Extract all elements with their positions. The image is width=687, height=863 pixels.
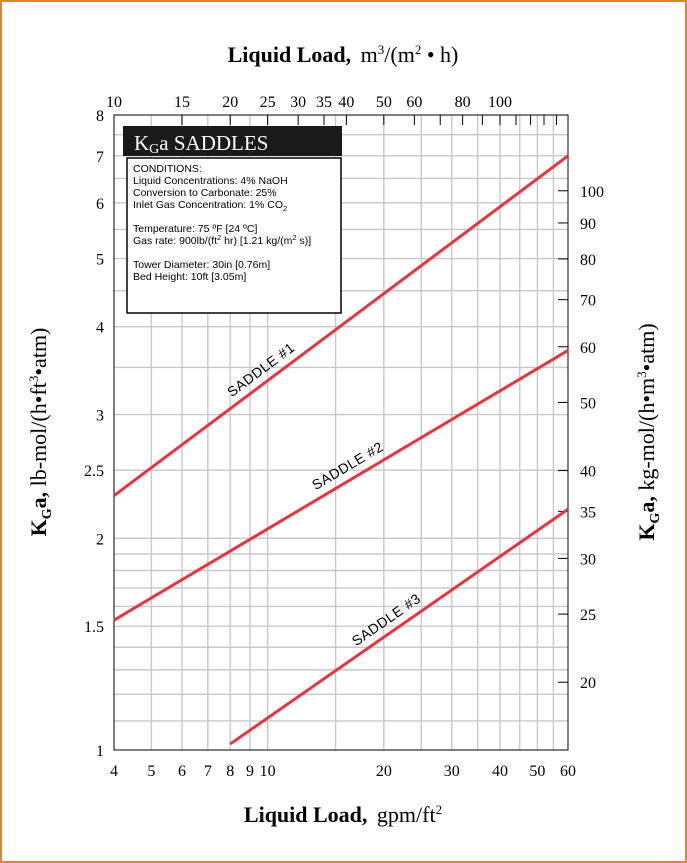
left-tick-label: 8 — [96, 108, 104, 125]
top-tick-label: 60 — [406, 94, 422, 111]
left-tick-label: 5 — [96, 252, 104, 269]
right-tick-marks — [558, 190, 568, 683]
conditions-heading: CONDITIONS: — [133, 163, 202, 175]
bottom-tick-label: 30 — [444, 763, 460, 780]
left-tick-label: 1 — [96, 743, 104, 760]
top-tick-label: 25 — [260, 94, 276, 111]
conditions-temperature: Temperature: 75 ºF [24 ºC] — [133, 223, 257, 235]
right-tick-label: 70 — [580, 293, 596, 310]
bottom-tick-label: 7 — [204, 763, 212, 780]
right-axis-title: KGa, kg-mol/(h•m3•atm) — [634, 323, 663, 540]
right-tick-label: 90 — [580, 216, 596, 233]
top-tick-label: 50 — [376, 94, 392, 111]
series-line-saddle-2 — [113, 349, 569, 622]
top-tick-label: 35 — [316, 94, 332, 111]
left-tick-label: 3 — [96, 408, 104, 425]
conditions-conversion: Conversion to Carbonate: 25% — [133, 187, 277, 199]
right-tick-label: 30 — [580, 551, 596, 568]
chart-title: KGa SADDLES — [134, 131, 268, 157]
series-label-saddle-3: SADDLE #3 — [349, 590, 424, 649]
conditions-box — [126, 157, 342, 314]
bottom-tick-label: 9 — [246, 763, 254, 780]
left-tick-label: 2.5 — [84, 463, 104, 480]
top-tick-label: 20 — [222, 94, 238, 111]
conditions-bed-height: Bed Height: 10ft [3.05m] — [133, 271, 246, 283]
right-tick-label: 100 — [580, 184, 604, 201]
left-tick-label: 7 — [96, 149, 104, 166]
top-tick-label: 15 — [174, 94, 190, 111]
right-tick-label: 40 — [580, 464, 596, 481]
top-axis-title: Liquid Load, m3/(m2 • h) — [228, 42, 459, 67]
grid-lines — [114, 115, 568, 750]
bottom-tick-label: 8 — [226, 763, 234, 780]
right-tick-label: 35 — [580, 504, 596, 521]
top-tick-label: 10 — [106, 94, 122, 111]
series-line-saddle-1 — [113, 154, 569, 497]
conditions-tower-diameter: Tower Diameter: 30in [0.76m] — [133, 259, 270, 271]
left-tick-label: 4 — [96, 320, 104, 337]
top-tick-label: 30 — [290, 94, 306, 111]
right-tick-label: 25 — [580, 607, 596, 624]
chart-title-box — [123, 126, 342, 156]
bottom-tick-label: 4 — [110, 763, 118, 780]
right-tick-label: 80 — [580, 252, 596, 269]
conditions-liquid-conc: Liquid Concentrations: 4% NaOH — [133, 175, 288, 187]
left-tick-label: 1.5 — [84, 619, 104, 636]
left-tick-label: 6 — [96, 196, 104, 213]
conditions-gas-rate: Gas rate: 900lb/(ft2 hr) [1.21 kg/(m2 s)… — [133, 233, 311, 247]
bottom-tick-label: 40 — [492, 763, 508, 780]
conditions-inlet-gas: Inlet Gas Concentration: 1% CO2 — [133, 199, 287, 213]
series-label-saddle-1: SADDLE #1 — [224, 339, 298, 400]
bottom-tick-label: 10 — [260, 763, 276, 780]
top-tick-label: 40 — [338, 94, 354, 111]
bottom-tick-label: 20 — [376, 763, 392, 780]
top-tick-label: 100 — [488, 94, 512, 111]
bottom-tick-label: 5 — [147, 763, 155, 780]
plot-area-border — [113, 114, 569, 751]
right-tick-label: 50 — [580, 395, 596, 412]
bottom-tick-label: 6 — [178, 763, 186, 780]
right-tick-label: 60 — [580, 340, 596, 357]
bottom-tick-label: 60 — [560, 763, 576, 780]
bottom-tick-label: 50 — [529, 763, 545, 780]
right-tick-label: 20 — [580, 675, 596, 692]
series-line-saddle-3 — [229, 507, 569, 746]
left-axis-title: KGa, lb-mol/(h•ft3•atm) — [26, 328, 55, 537]
top-tick-marks — [113, 115, 557, 125]
bottom-axis-title: Liquid Load, gpm/ft2 — [244, 802, 442, 827]
top-tick-label: 80 — [455, 94, 471, 111]
left-tick-label: 2 — [96, 531, 104, 548]
